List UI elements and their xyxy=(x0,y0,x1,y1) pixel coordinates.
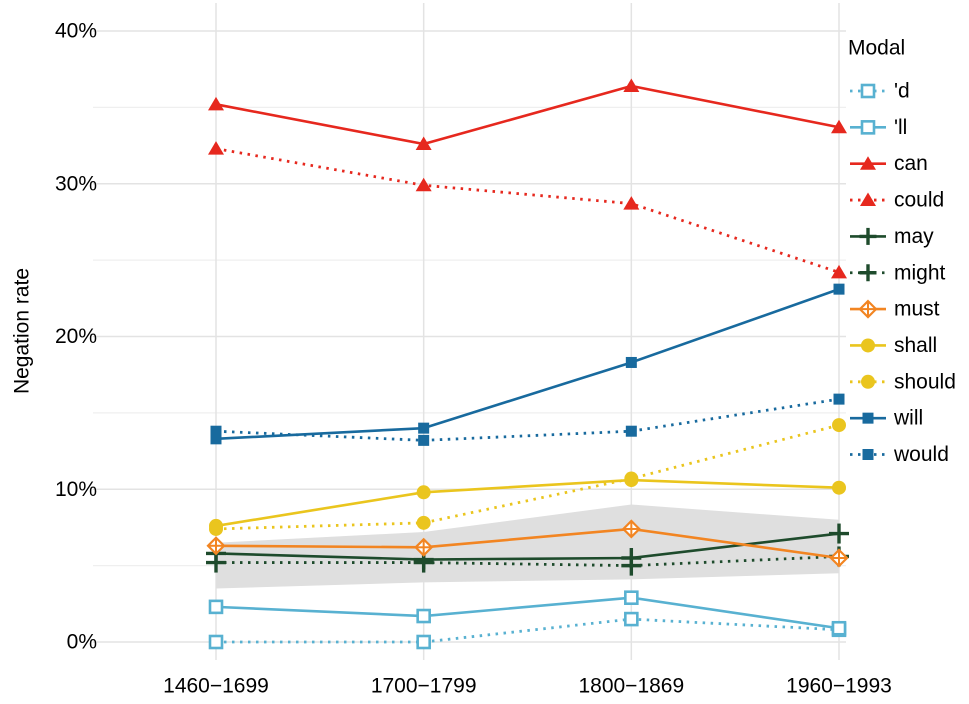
legend-item-ll: 'll xyxy=(850,116,907,139)
data-point-marker xyxy=(831,620,847,636)
data-point-marker xyxy=(415,136,432,151)
series-line-should xyxy=(215,423,840,531)
data-point-marker xyxy=(625,356,637,368)
data-point-marker xyxy=(624,590,639,606)
data-point-marker xyxy=(416,485,431,500)
legend-label: 'd xyxy=(894,80,910,103)
x-tick-label: 1460−1699 xyxy=(163,675,269,698)
legend-item-might: might xyxy=(850,261,946,284)
data-point-marker xyxy=(210,425,222,437)
y-tick-label: 0% xyxy=(67,631,97,654)
data-point-marker xyxy=(832,418,846,433)
confidence-band xyxy=(216,504,839,589)
series-line-ll xyxy=(215,596,840,630)
data-point-marker xyxy=(861,374,875,389)
y-tick-label: 40% xyxy=(55,20,97,43)
data-point-marker xyxy=(208,634,224,650)
data-point-marker xyxy=(416,515,431,530)
y-tick-label: 30% xyxy=(55,172,97,195)
y-axis-title: Negation rate xyxy=(11,268,34,394)
legend-label: should xyxy=(894,370,956,393)
series-line-would xyxy=(215,397,840,442)
data-point-marker xyxy=(208,141,224,155)
data-point-marker xyxy=(860,83,876,99)
data-point-marker xyxy=(418,434,430,446)
series-line-will xyxy=(215,287,840,441)
data-point-marker xyxy=(862,449,874,460)
legend-item-will: will xyxy=(850,407,923,430)
legend-item-may: may xyxy=(850,225,934,248)
series-line-shall xyxy=(215,478,840,528)
legend-item-must: must xyxy=(850,298,940,321)
data-point-marker xyxy=(418,422,430,434)
data-point-marker xyxy=(416,634,431,650)
data-point-marker xyxy=(860,156,876,170)
data-point-marker xyxy=(209,521,223,536)
data-point-marker xyxy=(833,393,845,405)
series-line-must xyxy=(215,527,840,560)
data-point-marker xyxy=(831,264,847,279)
data-point-marker xyxy=(208,599,224,615)
legend-item-should: should xyxy=(850,370,956,393)
legend-item-d: 'd xyxy=(850,80,910,103)
x-tick-label: 1700−1799 xyxy=(371,675,477,698)
y-tick-label: 10% xyxy=(55,478,97,501)
series-line-can xyxy=(215,84,840,146)
data-point-marker xyxy=(623,78,640,92)
x-tick-label: 1800−1869 xyxy=(578,675,684,698)
data-point-marker xyxy=(860,192,876,207)
y-tick-label: 20% xyxy=(55,325,97,348)
data-point-marker xyxy=(625,425,637,437)
legend-label: may xyxy=(894,225,934,248)
series-line-may xyxy=(215,532,840,561)
data-point-marker xyxy=(624,611,639,627)
data-point-marker xyxy=(861,338,875,353)
legend-label: might xyxy=(894,261,946,284)
legend-title: Modal xyxy=(848,37,905,60)
legend-label: shall xyxy=(894,334,937,357)
legend-label: will xyxy=(893,407,923,430)
legend-label: must xyxy=(894,298,940,321)
legend-item-shall: shall xyxy=(850,334,937,357)
legend-item-could: could xyxy=(850,189,944,212)
legend-item-can: can xyxy=(850,152,928,175)
data-point-marker xyxy=(415,177,432,192)
data-point-marker xyxy=(832,480,846,495)
data-point-marker xyxy=(208,96,224,111)
legend-item-would: would xyxy=(850,443,949,466)
data-point-marker xyxy=(862,412,874,424)
data-point-marker xyxy=(210,433,222,445)
data-point-marker xyxy=(624,471,639,486)
legend-label: 'll xyxy=(894,116,907,139)
legend-label: can xyxy=(894,152,928,175)
data-point-marker xyxy=(860,120,876,135)
data-point-marker xyxy=(833,283,845,295)
series-line-could xyxy=(215,147,840,274)
data-point-marker xyxy=(831,119,847,134)
x-tick-label: 1960−1993 xyxy=(786,675,892,698)
legend-label: could xyxy=(894,189,944,212)
series-line-d xyxy=(216,617,840,644)
data-point-marker xyxy=(623,196,640,210)
data-point-marker xyxy=(416,608,431,624)
legend-label: would xyxy=(893,443,949,466)
